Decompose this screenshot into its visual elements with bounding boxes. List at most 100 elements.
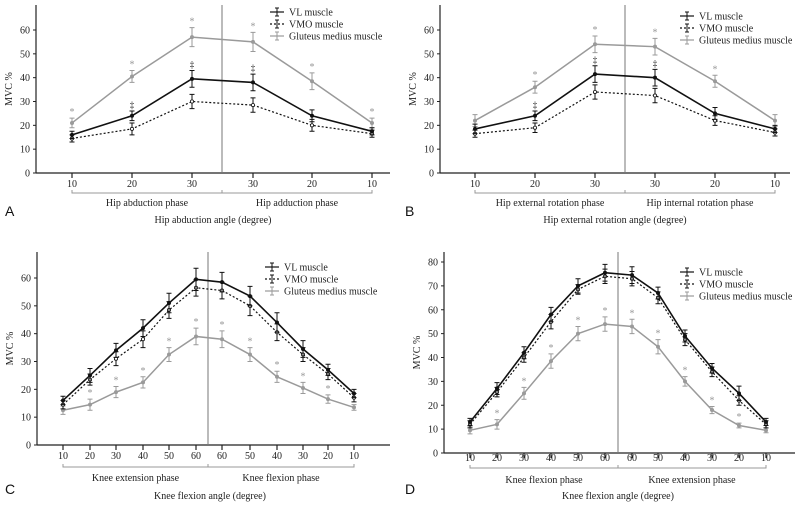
data-point (713, 111, 718, 116)
significance-marker: * (656, 329, 661, 340)
y-tick-label: 30 (424, 97, 434, 108)
y-tick-label: 40 (428, 353, 438, 364)
series-line-vl (474, 73, 776, 130)
data-point (603, 322, 608, 327)
data-point (764, 428, 769, 433)
x-tick-label: 10 (470, 179, 480, 190)
panel-a: 0 10 20 30 40 50 60 MVC % 10 20 30 30 20 10 Hip abduct… (4, 5, 390, 226)
significance-marker: * (593, 25, 598, 36)
significance-marker: * (194, 317, 199, 328)
series-line-gm (71, 36, 373, 124)
data-point (61, 398, 66, 403)
x-tick-label: 60 (217, 451, 227, 462)
x-axis-label: Hip external rotation angle (degree) (543, 215, 686, 226)
x-tick-label: 30 (111, 451, 121, 462)
series-gm: * * * * * * * * * * (467, 306, 769, 435)
significance-marker: * (522, 376, 527, 387)
significance-marker: * (326, 384, 331, 395)
data-point (630, 273, 635, 278)
series-vl: ‡ ‡ ‡ (472, 55, 778, 135)
y-tick-label: 10 (428, 425, 438, 436)
data-point (219, 337, 224, 342)
legend-errorbar-icon (685, 267, 689, 277)
significance-marker: ‡ (130, 100, 135, 110)
x-tick-label: 20 (530, 179, 540, 190)
data-point (300, 385, 305, 390)
legend-item-vl: VL muscle (270, 7, 333, 19)
y-tick-label: 30 (428, 377, 438, 388)
legend-errorbar-icon (685, 11, 689, 21)
data-point (603, 270, 608, 275)
significance-marker: * (220, 320, 225, 331)
data-point (522, 391, 527, 396)
x-tick-label: 20 (85, 451, 95, 462)
phase-bracket (474, 190, 776, 194)
x-tick-label: 30 (248, 179, 258, 190)
y-tick-label: 70 (428, 281, 438, 292)
significance-marker: * (114, 376, 119, 387)
series-gm: * * * * * * * * * * (60, 317, 357, 415)
legend-item-gm: Gluteus medius muscle (680, 35, 793, 47)
data-point (533, 85, 538, 90)
x-tick-label: 60 (600, 453, 610, 464)
legend-item-gm: Gluteus medius muscle (680, 291, 793, 303)
series-line-vmo (469, 275, 767, 425)
x-tick-label: 10 (67, 179, 77, 190)
legend-label: VMO muscle (699, 24, 754, 35)
data-point (653, 93, 658, 98)
significance-marker: * (713, 64, 718, 75)
y-axis-label: MVC % (412, 336, 423, 370)
data-point (737, 423, 742, 428)
data-point (656, 344, 661, 349)
x-axis-label: Knee flexion angle (degree) (562, 491, 674, 502)
x-tick-label: 40 (680, 453, 690, 464)
data-point (593, 89, 598, 94)
phase-label: Knee extension phase (92, 473, 180, 484)
data-point (737, 391, 742, 396)
y-tick-label: 50 (21, 301, 31, 312)
data-point (494, 386, 499, 391)
data-point (653, 44, 658, 49)
data-point (70, 120, 75, 125)
y-tick-label: 20 (428, 401, 438, 412)
significance-marker: * (603, 306, 608, 317)
x-tick-label: 30 (707, 453, 717, 464)
data-point (764, 419, 769, 424)
x-tick-label: 30 (187, 179, 197, 190)
legend-item-vmo: VMO muscle (680, 23, 754, 35)
panel-letter: A (5, 203, 15, 219)
data-point (710, 408, 715, 413)
significance-marker: * (167, 337, 172, 348)
panel-letter: D (405, 481, 415, 497)
legend-item-vmo: VMO muscle (680, 279, 754, 291)
legend-label: VMO muscle (699, 280, 754, 291)
data-point (166, 301, 171, 306)
y-tick-label: 20 (20, 121, 30, 132)
y-tick-label: 40 (20, 73, 30, 84)
x-tick-label: 20 (492, 453, 502, 464)
series-line-vmo (474, 91, 776, 135)
significance-marker: * (653, 27, 658, 38)
legend-label: Gluteus medius muscle (699, 36, 793, 47)
data-point (140, 380, 145, 385)
legend-errorbar-icon (685, 279, 689, 289)
x-tick-label: 50 (164, 451, 174, 462)
data-point (593, 72, 598, 77)
series-vl (60, 267, 357, 406)
series-line-gm (62, 335, 355, 411)
data-point (274, 320, 279, 325)
x-tick-label: 20 (127, 179, 137, 190)
phase-label: Knee flexion phase (505, 475, 583, 486)
phase-label: Hip internal rotation phase (647, 198, 754, 209)
significance-marker: ‡ (190, 60, 195, 70)
significance-marker: * (370, 107, 375, 118)
legend-label: VL muscle (289, 8, 333, 19)
data-point (193, 277, 198, 282)
legend-errorbar-icon (685, 35, 689, 45)
data-point (247, 294, 252, 299)
x-tick-label: 10 (367, 179, 377, 190)
data-point (193, 334, 198, 339)
data-point (250, 80, 255, 85)
significance-marker: * (533, 70, 538, 81)
x-tick-label: 20 (307, 179, 317, 190)
